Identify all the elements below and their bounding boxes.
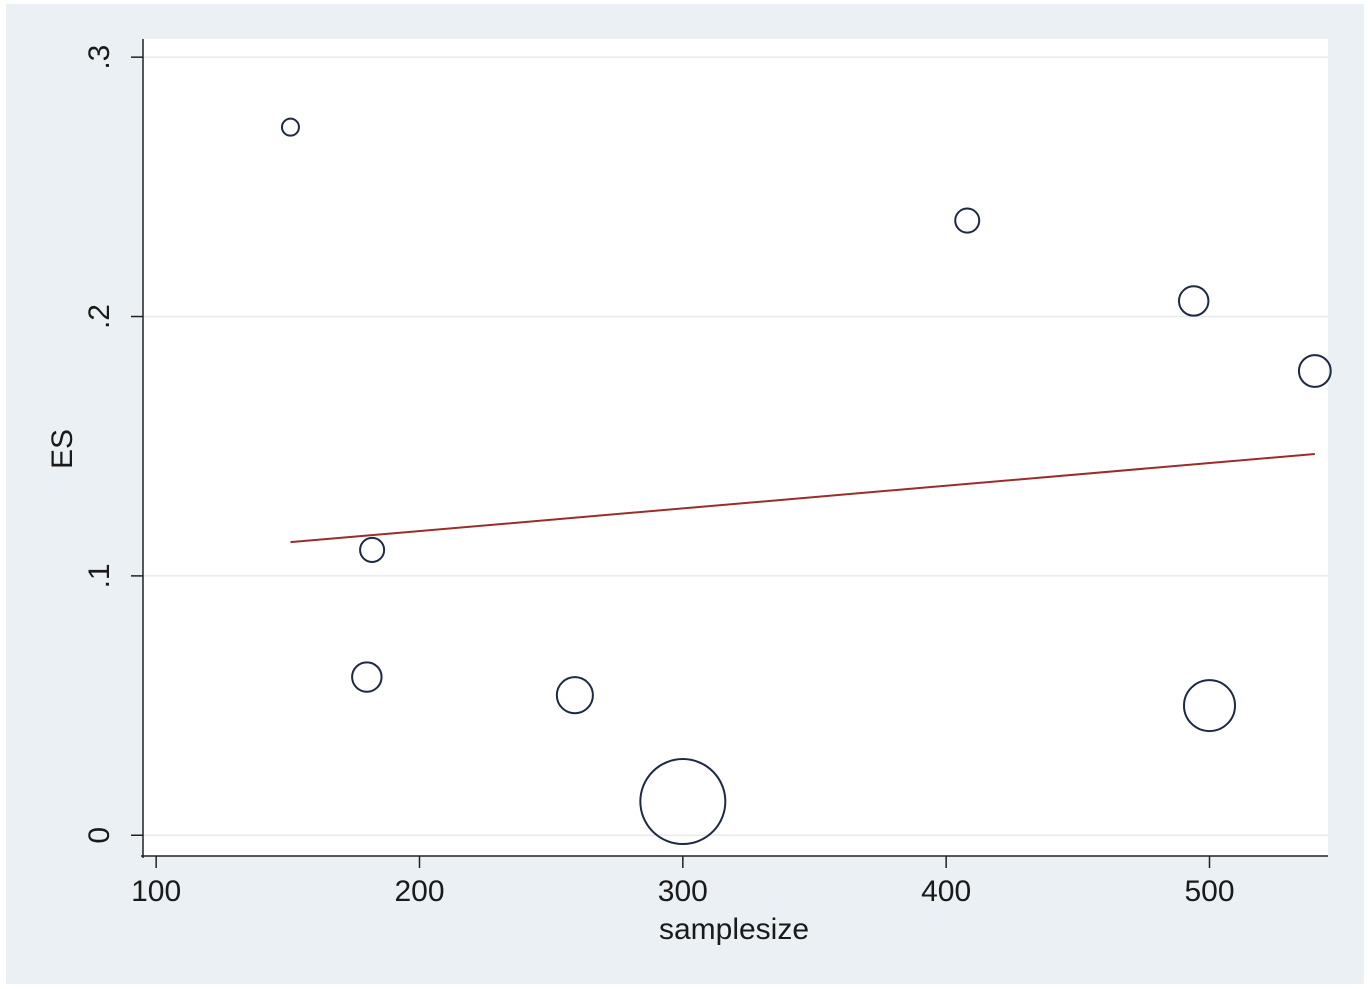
axes (141, 39, 1328, 858)
x-tick-label: 400 (921, 875, 971, 908)
fit-line (290, 452, 1315, 544)
x-tick-label: 300 (658, 875, 708, 908)
y-tick-label: .2 (83, 304, 116, 329)
scatter-chart: 100 200 300 400 500 0 .1 .2 .3 samplesize ES (46, 39, 1332, 946)
data-point (359, 536, 386, 563)
x-axis-title: samplesize (659, 913, 809, 946)
plot-area (143, 39, 1328, 856)
data-point (351, 661, 383, 693)
data-point (1177, 285, 1210, 317)
data-point (954, 207, 981, 234)
gridlines (143, 56, 1328, 837)
fit-line-group (290, 452, 1315, 544)
chart-frame: 100 200 300 400 500 0 .1 .2 .3 samplesize ES (6, 4, 1364, 984)
y-axis-title: ES (46, 429, 79, 469)
y-tick-label: 0 (83, 827, 116, 844)
data-point (639, 758, 727, 846)
x-tick-label: 200 (394, 875, 444, 908)
x-tick-label: 100 (131, 875, 181, 908)
data-point (555, 676, 594, 715)
data-point (280, 117, 300, 137)
y-tick-label: .3 (83, 45, 116, 70)
y-tick-label: .1 (83, 563, 116, 588)
x-tick-label: 500 (1184, 875, 1234, 908)
data-points (280, 117, 1332, 846)
x-axis-ticks: 100 200 300 400 500 (131, 856, 1235, 908)
y-axis-ticks: 0 .1 .2 .3 (83, 45, 143, 844)
data-point (1183, 679, 1236, 733)
data-point (1297, 354, 1332, 388)
